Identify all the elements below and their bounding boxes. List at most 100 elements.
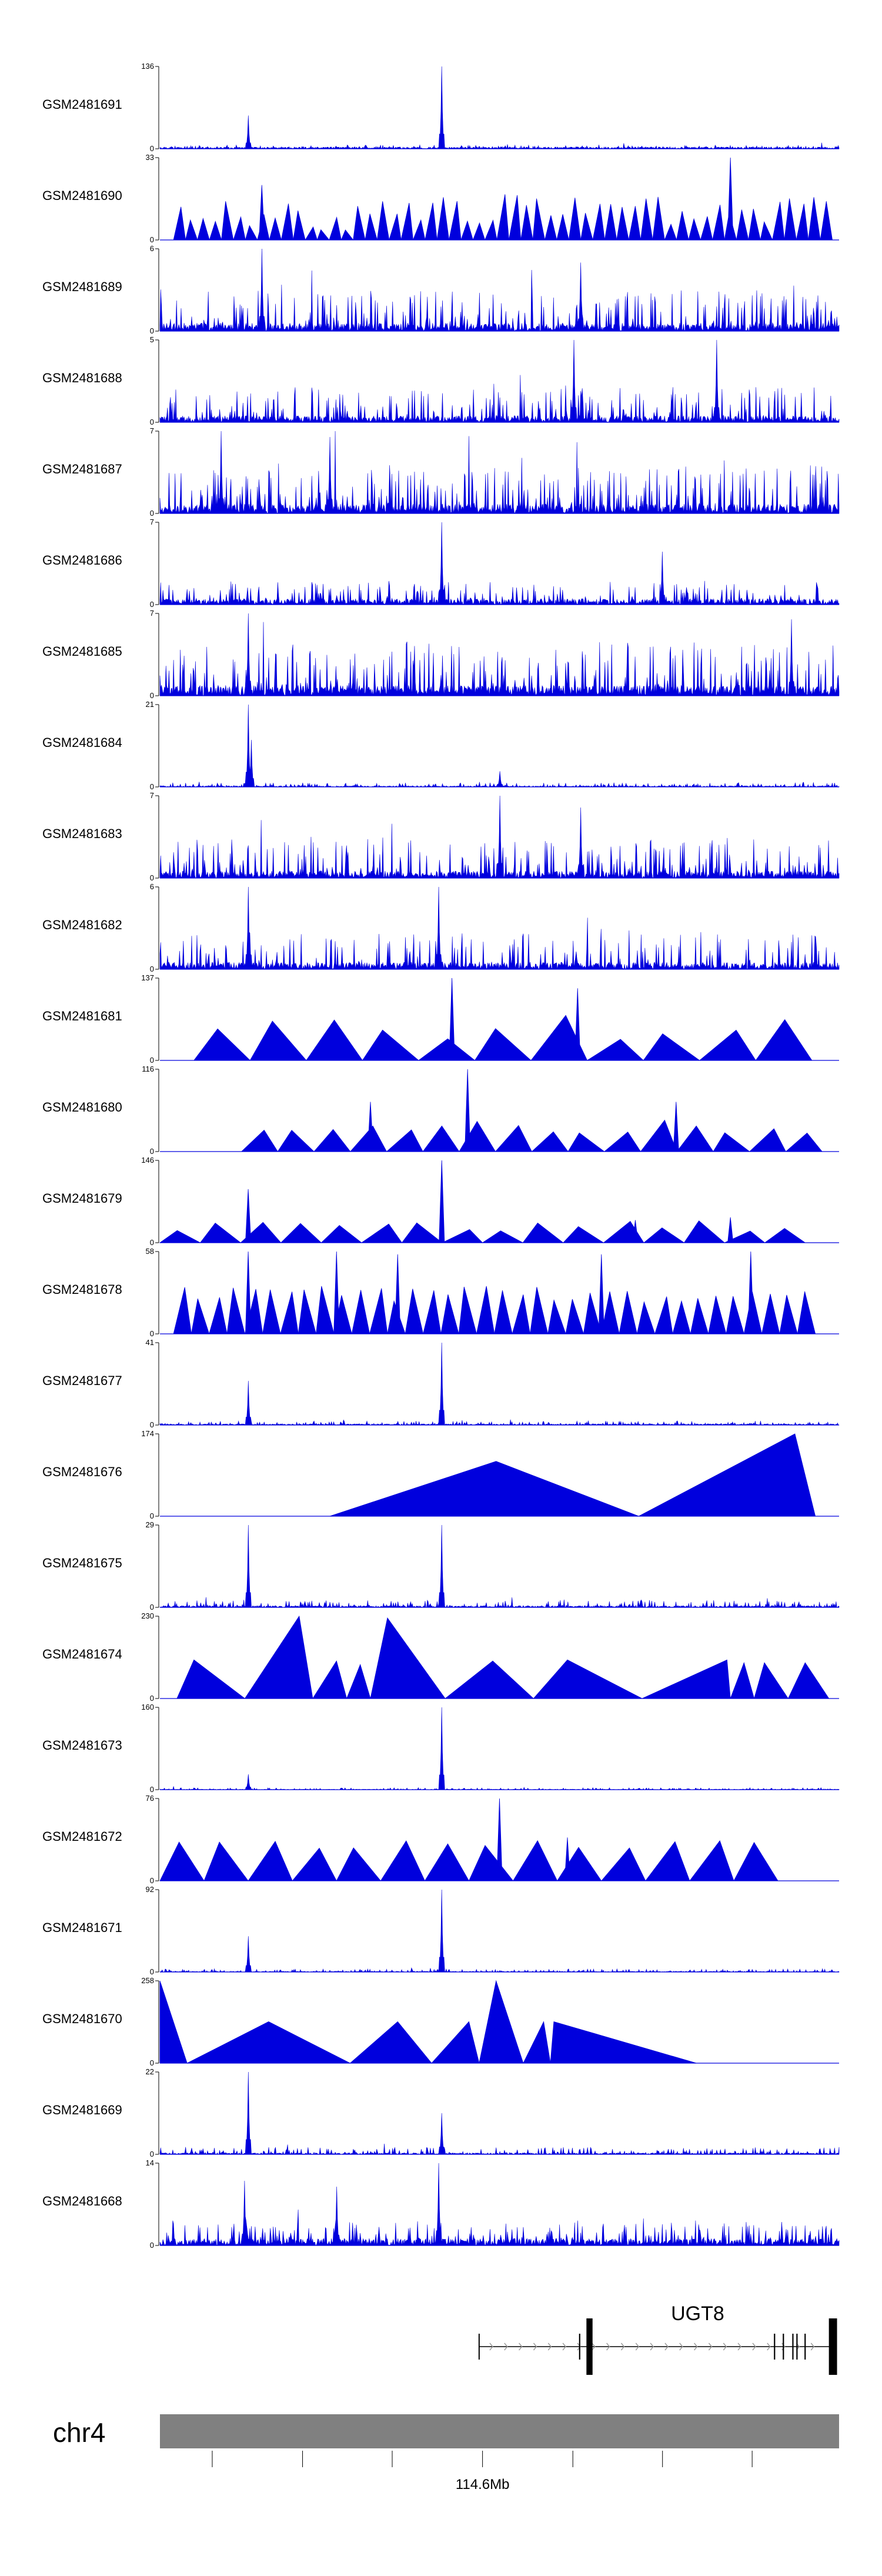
coverage-peak (512, 1840, 558, 1881)
y-tick-label-zero: 0 (150, 1420, 154, 1429)
coverage-peak (755, 1019, 813, 1061)
coverage-peak (683, 1220, 726, 1243)
coverage-peak (509, 195, 522, 241)
y-tick-label-zero: 0 (150, 2150, 154, 2158)
coverage-peak (523, 2021, 551, 2064)
coverage-peak (351, 1290, 370, 1334)
coverage-peak (688, 218, 701, 241)
coverage-peak (598, 1254, 604, 1334)
track-GSM2481680: GSM2481680 116 0 (42, 1065, 839, 1156)
coverage-peak (293, 211, 306, 241)
coverage-area (159, 1707, 840, 1790)
coverage-peak (320, 1224, 363, 1243)
gene-track: UGT8 (478, 2303, 837, 2375)
track-label: GSM2481676 (42, 1464, 122, 1479)
coverage-peak (360, 1223, 403, 1243)
coverage-peak (619, 1291, 637, 1334)
strand-arrow-icon (592, 2343, 596, 2351)
track-label: GSM2481682 (42, 917, 122, 932)
track-label: GSM2481671 (42, 1920, 122, 1935)
track-GSM2481670: GSM2481670 258 0 (42, 1976, 839, 2067)
coverage-peak (616, 206, 629, 241)
coverage-peak (748, 209, 761, 241)
coverage-peak (353, 206, 366, 241)
coverage-peak (395, 1254, 401, 1334)
coverage-peak (305, 226, 318, 241)
track-GSM2481683: GSM2481683 7 0 (42, 791, 840, 882)
track-GSM2481676: GSM2481676 174 0 (42, 1429, 839, 1520)
coverage-peak (676, 1125, 714, 1152)
coverage-peak (173, 206, 186, 241)
coverage-peak (226, 1287, 245, 1334)
strand-arrow-icon (519, 2343, 523, 2351)
coverage-peak (520, 205, 533, 241)
chromosome-bar (160, 2414, 839, 2448)
strand-arrow-icon (664, 2343, 669, 2351)
coverage-peak (639, 1433, 816, 1517)
coverage-peak (173, 1287, 192, 1334)
y-tick-label-max: 7 (150, 518, 154, 526)
coverage-peak (269, 217, 282, 241)
coverage-peak (431, 2021, 480, 2064)
y-tick-label-max: 21 (146, 700, 154, 709)
y-tick-label-max: 5 (150, 335, 154, 344)
coverage-tracks: GSM24816911360GSM2481690330GSM248168960G… (42, 62, 840, 2250)
coverage-area (159, 2071, 840, 2155)
coverage-peak (586, 1039, 644, 1061)
track-GSM2481685: GSM2481685 7 0 (42, 609, 840, 700)
track-label: GSM2481691 (42, 97, 122, 112)
coverage-peak (245, 1189, 252, 1243)
strand-arrow-icon (635, 2343, 640, 2351)
coverage-peak (736, 209, 749, 241)
track-label: GSM2481669 (42, 2103, 122, 2117)
coverage-peak (797, 1291, 816, 1334)
coverage-peak (644, 1841, 690, 1881)
coverage-peak (583, 1293, 602, 1334)
y-tick-label-max: 33 (146, 153, 154, 162)
track-label: GSM2481678 (42, 1282, 122, 1297)
coverage-peak (221, 201, 234, 241)
strand-arrow-icon (533, 2343, 537, 2351)
strand-arrow-icon (752, 2343, 756, 2351)
y-tick-label-zero: 0 (150, 235, 154, 244)
strand-arrow-icon (606, 2343, 610, 2351)
coverage-peak (673, 1102, 679, 1152)
coverage-area (159, 1889, 840, 1973)
track-GSM2481671: GSM2481671 92 0 (42, 1885, 840, 1976)
coverage-peak (389, 213, 402, 241)
y-tick-label-zero: 0 (150, 509, 154, 518)
coverage-peak (185, 219, 198, 241)
coverage-peak (476, 1286, 495, 1334)
coverage-peak (262, 1289, 281, 1334)
track-label: GSM2481675 (42, 1556, 122, 1570)
gene-name: UGT8 (671, 2303, 724, 2325)
coverage-peak (796, 203, 809, 241)
coverage-peak (713, 1132, 750, 1152)
coverage-peak (533, 1659, 643, 1699)
coverage-area (159, 613, 840, 696)
coverage-peak (708, 1296, 727, 1334)
track-GSM2481673: GSM2481673 160 0 (42, 1703, 840, 1794)
strand-arrow-icon (489, 2343, 493, 2351)
coverage-peak (754, 1662, 789, 1699)
coverage-peak (699, 1029, 757, 1061)
coverage-peak (425, 202, 437, 241)
coverage-peak (159, 1230, 201, 1243)
y-tick-label-max: 136 (141, 62, 154, 71)
coverage-peak (550, 2021, 697, 2064)
coverage-peak (440, 1294, 459, 1334)
coverage-peak (187, 2021, 350, 2064)
track-GSM2481689: GSM2481689 6 0 (42, 244, 840, 335)
gene-exon (828, 2318, 837, 2375)
coverage-peak (712, 205, 725, 241)
coverage-peak (422, 1125, 460, 1152)
coverage-peak (530, 1287, 549, 1334)
coverage-peak (654, 1296, 673, 1334)
coverage-peak (249, 1020, 307, 1061)
track-label: GSM2481674 (42, 1647, 122, 1661)
strand-arrow-icon (810, 2343, 815, 2351)
coverage-peak (277, 1130, 315, 1152)
coverage-peak (601, 1291, 620, 1334)
track-label: GSM2481679 (42, 1191, 122, 1206)
y-tick-label-zero: 0 (150, 1329, 154, 1338)
